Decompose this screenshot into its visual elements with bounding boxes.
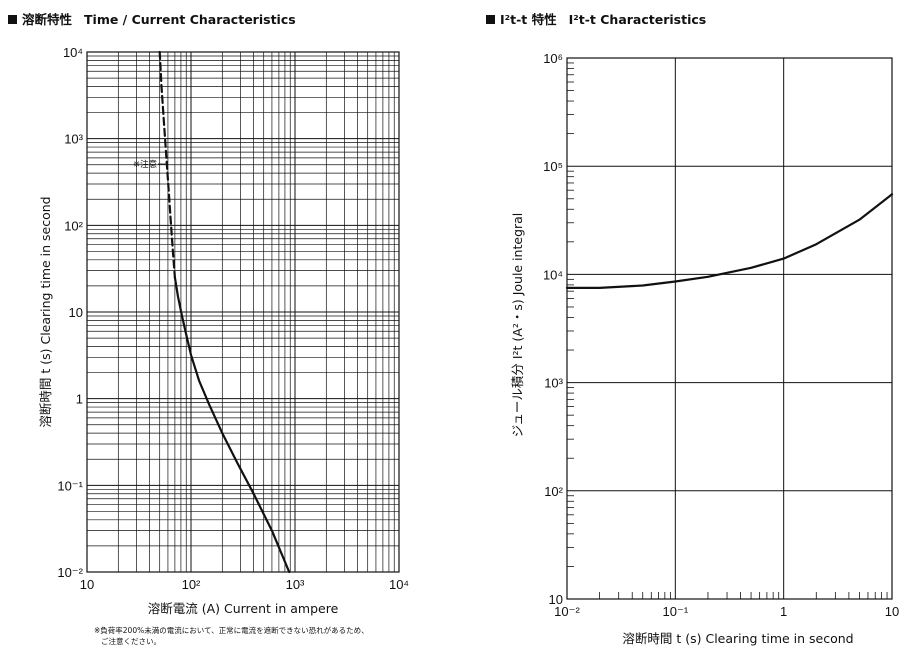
y-tick-label: 10⁻¹ (57, 478, 83, 493)
chart2-title-jp: I²t-t 特性 (500, 12, 557, 27)
chart1-footnote-line2: ご注意ください。 (101, 636, 161, 646)
chart1-y-axis-label: 溶断時間 t (s) Clearing time in second (38, 196, 53, 427)
y-tick-label: 10⁻² (57, 565, 83, 580)
square-bullet-icon (8, 15, 17, 24)
chart1-title: 溶断特性 Time / Current Characteristics (8, 9, 296, 28)
chart2-title-en: I²t-t Characteristics (568, 12, 707, 27)
chart1-title-jp: 溶断特性 (22, 12, 73, 27)
chart1-frame (86, 51, 400, 573)
chart1-annotation: ※注意 (133, 159, 157, 170)
x-tick-label: 10 (80, 577, 94, 592)
y-tick-label: 10⁴ (63, 45, 83, 60)
chart1-tick-labels: 10 10² 10³ 10⁴ 10⁻² 10⁻¹ 1 10 10² 10³ 10⁴ (57, 45, 409, 592)
chart1-series (158, 50, 291, 574)
y-tick-label: 10³ (64, 132, 83, 147)
chart1-footnote-line1: ※負荷率200%未満の電流において、正常に電流を遮断できない恐れがあるため、 (94, 625, 369, 635)
chart1-gridlines (87, 52, 399, 572)
series-line-dashed (158, 50, 176, 279)
chart1-x-axis-label: 溶断電流 (A) Current in ampere (148, 601, 339, 616)
series-line-solid (173, 276, 291, 574)
x-tick-label: 10⁴ (389, 577, 409, 592)
y-tick-label: 10 (69, 305, 83, 320)
y-tick-label: 1 (76, 392, 83, 407)
x-tick-label: 10³ (286, 577, 305, 592)
x-tick-label: 10² (182, 577, 201, 592)
square-bullet-icon (486, 15, 495, 24)
chart2-title: I²t-t 特性 I²t-t Characteristics (486, 9, 706, 28)
chart1-title-en: Time / Current Characteristics (84, 12, 296, 27)
y-tick-label: 10² (64, 218, 83, 233)
